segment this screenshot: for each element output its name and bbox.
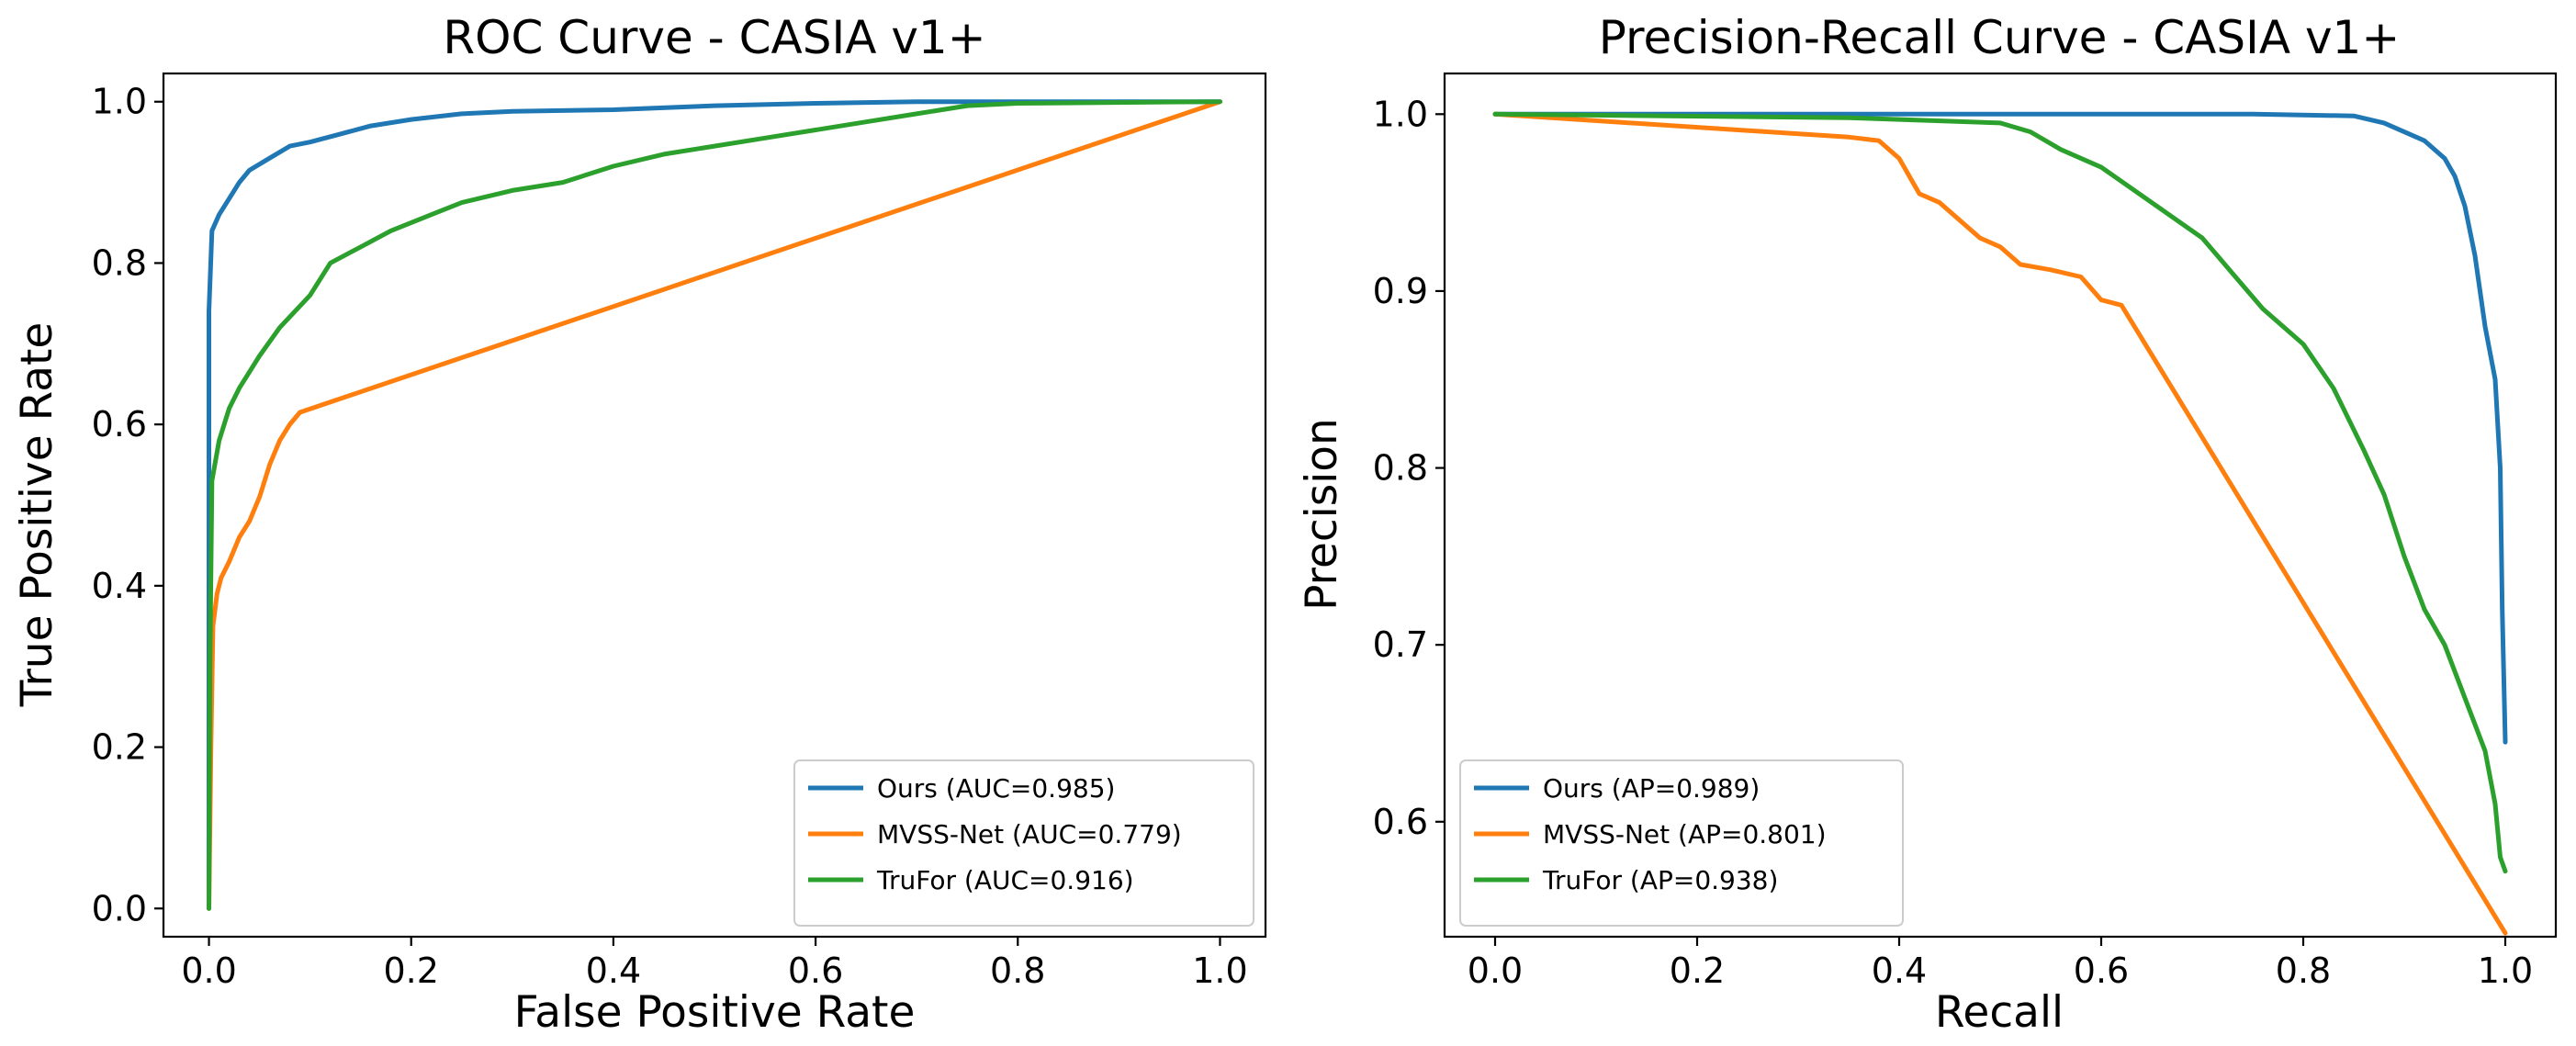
- roc-ticks: 0.0 0.2 0.4 0.6 0.8 1.0 0.0 0.2 0.4 0.6 0.8 1.0: [92, 82, 1248, 991]
- roc-x-tick-label: 0.0: [181, 950, 236, 991]
- pr-x-tick-label: 0.2: [1670, 950, 1725, 991]
- pr-ticks: 0.0 0.2 0.4 0.6 0.8 1.0 0.6 0.7 0.8 0.9 1.0: [1373, 94, 2534, 991]
- roc-legend-label-ours: Ours (AUC=0.985): [877, 773, 1115, 804]
- pr-x-tick-label: 0.0: [1468, 950, 1523, 991]
- roc-lines: [207, 99, 1222, 911]
- pr-line-ours: [1492, 111, 2508, 745]
- roc-y-axis-label: True Positive Rate: [12, 322, 62, 708]
- roc-x-tick-label: 0.2: [384, 950, 439, 991]
- pr-y-tick-label: 0.9: [1373, 271, 1428, 311]
- roc-y-tick-label: 0.8: [92, 242, 147, 283]
- pr-line-mvss: [1492, 111, 2508, 936]
- roc-legend: Ours (AUC=0.985) MVSS-Net (AUC=0.779) Tr…: [793, 759, 1254, 927]
- roc-y-tick-label: 1.0: [92, 82, 147, 122]
- pr-y-axis-label: Precision: [1297, 418, 1347, 611]
- pr-y-tick-label: 0.6: [1373, 802, 1428, 842]
- pr-x-tick-label: 0.6: [2074, 950, 2129, 991]
- roc-line-mvss: [207, 99, 1222, 911]
- roc-x-tick-label: 0.6: [788, 950, 843, 991]
- roc-y-tick-label: 0.2: [92, 727, 147, 768]
- roc-y-tick-label: 0.0: [92, 888, 147, 928]
- pr-x-tick-label: 0.8: [2276, 950, 2331, 991]
- roc-legend-label-mvss: MVSS-Net (AUC=0.779): [877, 819, 1182, 849]
- pr-y-tick-label: 1.0: [1373, 94, 1428, 134]
- roc-chart: ROC Curve - CASIA v1+ False Positive Rat…: [12, 11, 1267, 1038]
- pr-x-tick-label: 1.0: [2478, 950, 2533, 991]
- roc-x-tick-label: 0.8: [990, 950, 1045, 991]
- roc-line-ours: [207, 99, 1222, 911]
- pr-legend: Ours (AP=0.989) MVSS-Net (AP=0.801) TruF…: [1459, 759, 1904, 927]
- pr-plot-frame: [1443, 72, 2558, 939]
- pr-lines: [1492, 111, 2508, 936]
- roc-x-tick-label: 0.4: [586, 950, 641, 991]
- roc-x-tick-label: 1.0: [1192, 950, 1247, 991]
- roc-title: ROC Curve - CASIA v1+: [443, 11, 985, 64]
- roc-legend-label-trufor: TruFor (AUC=0.916): [876, 865, 1134, 895]
- roc-legend-box: [793, 759, 1254, 927]
- pr-legend-label-trufor: TruFor (AP=0.938): [1542, 865, 1778, 895]
- roc-x-axis-label: False Positive Rate: [514, 987, 916, 1038]
- pr-chart: Precision-Recall Curve - CASIA v1+ Recal…: [1297, 11, 2558, 1038]
- pr-y-tick-label: 0.7: [1373, 624, 1428, 665]
- pr-y-tick-label: 0.8: [1373, 448, 1428, 489]
- roc-y-tick-label: 0.6: [92, 404, 147, 444]
- pr-x-tick-label: 0.4: [1872, 950, 1927, 991]
- roc-plot-frame: [162, 72, 1267, 939]
- pr-line-trufor: [1492, 111, 2508, 874]
- pr-legend-box: [1459, 759, 1904, 927]
- pr-title: Precision-Recall Curve - CASIA v1+: [1599, 11, 2401, 64]
- pr-x-axis-label: Recall: [1935, 987, 2064, 1038]
- pr-legend-label-ours: Ours (AP=0.989): [1543, 773, 1760, 804]
- pr-legend-label-mvss: MVSS-Net (AP=0.801): [1543, 819, 1827, 849]
- roc-line-trufor: [207, 99, 1222, 911]
- roc-y-tick-label: 0.4: [92, 566, 147, 606]
